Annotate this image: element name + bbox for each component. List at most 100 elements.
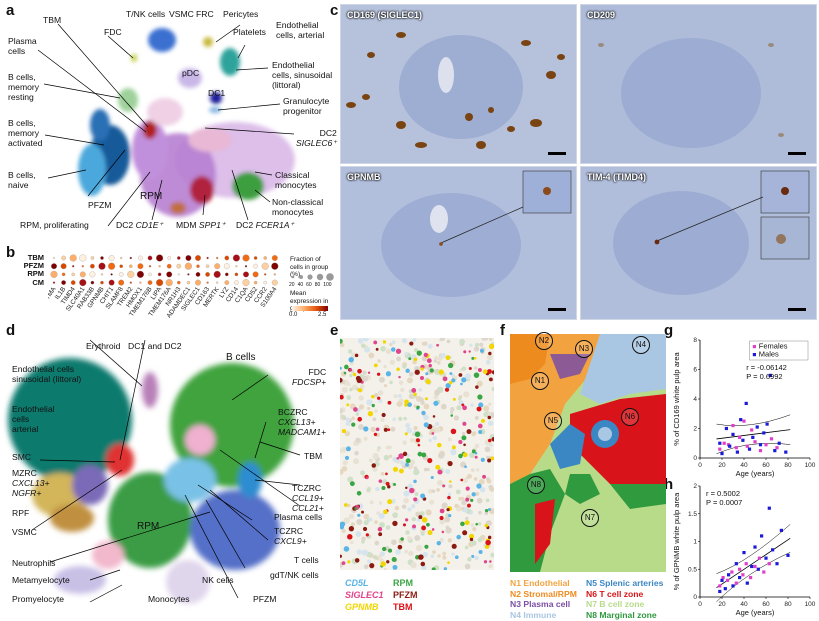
dotplot-dot xyxy=(108,262,116,270)
label-d-metamyelocyte: Metamyelocyte xyxy=(12,575,70,585)
spatial-spot-pfzm xyxy=(418,515,423,520)
spatial-spot-cd5l xyxy=(423,422,429,428)
spatial-spot-cd5l xyxy=(345,446,351,452)
spatial-spot-siglec1 xyxy=(482,474,487,479)
spatial-spot-siglec1 xyxy=(375,427,380,432)
spatial-spot xyxy=(437,356,443,362)
spatial-spot-tbm xyxy=(476,406,482,412)
spatial-spot-cd5l xyxy=(340,524,345,530)
spatial-spot-pfzm xyxy=(387,485,391,489)
label-a-fdc: FDC xyxy=(104,27,122,37)
niche-marker-n2: N2 xyxy=(535,332,553,350)
label-a-vsmc: VSMC xyxy=(169,9,194,19)
spatial-spot xyxy=(448,484,453,489)
spatial-spot xyxy=(355,412,360,416)
spatial-spot-pfzm xyxy=(409,341,414,346)
spatial-spot-gpnmb xyxy=(484,523,489,528)
spatial-spot-cd5l xyxy=(363,426,369,432)
dotplot-dot xyxy=(50,270,58,278)
spatial-spot xyxy=(470,403,474,407)
ihc-label-cd209: CD209 xyxy=(587,10,616,20)
spatial-spot xyxy=(402,364,407,369)
dotplot-dot xyxy=(195,279,201,286)
spatial-spot xyxy=(436,488,441,492)
x-tick-label: 40 xyxy=(740,462,748,469)
spatial-spot xyxy=(383,568,387,570)
spatial-spot-siglec1 xyxy=(367,371,371,374)
spatial-spot-pfzm xyxy=(488,377,493,382)
spatial-spot xyxy=(348,513,355,520)
spatial-spot-cd5l xyxy=(478,429,483,435)
spatial-spot xyxy=(485,498,490,503)
data-point-males xyxy=(779,528,783,532)
spatial-spot-gpnmb xyxy=(383,509,388,515)
spatial-map-e xyxy=(340,338,494,570)
spatial-spot xyxy=(349,373,353,378)
spatial-spot-pfzm xyxy=(402,451,408,457)
data-point-males xyxy=(786,553,790,557)
spatial-spot-pfzm xyxy=(356,377,363,383)
label-d-tczrc1-g2: CCL21+ xyxy=(292,503,324,513)
dotplot-row-label: TBM xyxy=(27,253,44,262)
dotplot-dot xyxy=(52,256,56,260)
data-point-females xyxy=(764,443,768,447)
dotplot-dot xyxy=(177,256,181,260)
spatial-spot xyxy=(394,505,400,511)
y-tick-label: 4 xyxy=(693,396,697,403)
spatial-spot xyxy=(388,454,393,459)
spatial-spot-pfzm xyxy=(378,532,383,537)
dotplot-dot xyxy=(186,280,191,285)
dotplot-dot xyxy=(127,270,135,278)
spatial-spot-tbm xyxy=(460,478,464,482)
label-d-rpm: RPM xyxy=(137,521,160,532)
dotplot-dot xyxy=(79,279,87,287)
spatial-spot-pfzm xyxy=(361,510,365,514)
spatial-spot xyxy=(346,395,352,400)
spatial-spot-gpnmb xyxy=(420,367,424,371)
dotplot-dot xyxy=(206,256,209,260)
dotplot-dot xyxy=(148,265,152,268)
confidence-upper xyxy=(716,524,791,574)
spatial-spot xyxy=(341,528,346,533)
dotplot-dot xyxy=(216,281,219,284)
spatial-spot xyxy=(459,338,465,345)
spatial-spot-gpnmb xyxy=(473,356,477,360)
label-d-tczrc1-g1: CCL19+ xyxy=(292,493,324,503)
data-point-females xyxy=(722,441,726,445)
spatial-spot xyxy=(488,564,493,569)
spatial-spot xyxy=(406,536,412,541)
spatial-spot-tbm xyxy=(346,534,353,540)
data-point-males xyxy=(728,444,732,448)
spatial-spot xyxy=(361,540,365,544)
panel-letter-f: f xyxy=(500,322,505,339)
data-point-females xyxy=(730,570,734,574)
niche-map-f xyxy=(510,334,666,572)
spatial-spot-rpm xyxy=(471,356,475,360)
spatial-spot-gpnmb xyxy=(404,432,408,436)
spatial-spot xyxy=(418,388,423,392)
spatial-spot xyxy=(396,401,403,407)
label-d-vsmc: VSMC xyxy=(12,527,37,537)
spatial-spot-siglec1 xyxy=(442,484,446,488)
x-tick-label: 0 xyxy=(698,601,702,608)
spatial-spot-tbm xyxy=(357,368,362,374)
spatial-spot xyxy=(431,489,436,493)
spatial-spot xyxy=(362,338,369,342)
spatial-spot-siglec1 xyxy=(465,497,470,502)
spatial-spot xyxy=(380,417,385,422)
spatial-spot xyxy=(355,531,362,537)
spatial-spot-tbm xyxy=(450,428,457,435)
data-point-females xyxy=(718,447,722,451)
spatial-spot-cd5l xyxy=(405,462,409,467)
spatial-spot-gpnmb xyxy=(398,468,404,474)
spatial-spot xyxy=(341,466,348,472)
spatial-spot-cd5l xyxy=(478,402,484,408)
spatial-spot xyxy=(361,549,369,556)
dotplot-row-label: RPM xyxy=(27,269,44,279)
spatial-spot-tbm xyxy=(385,481,390,486)
spatial-spot-gpnmb xyxy=(396,367,400,372)
data-point-males xyxy=(750,564,754,569)
spatial-spot-siglec1 xyxy=(341,561,346,565)
data-point-females xyxy=(762,570,766,574)
spatial-spot xyxy=(350,540,354,545)
